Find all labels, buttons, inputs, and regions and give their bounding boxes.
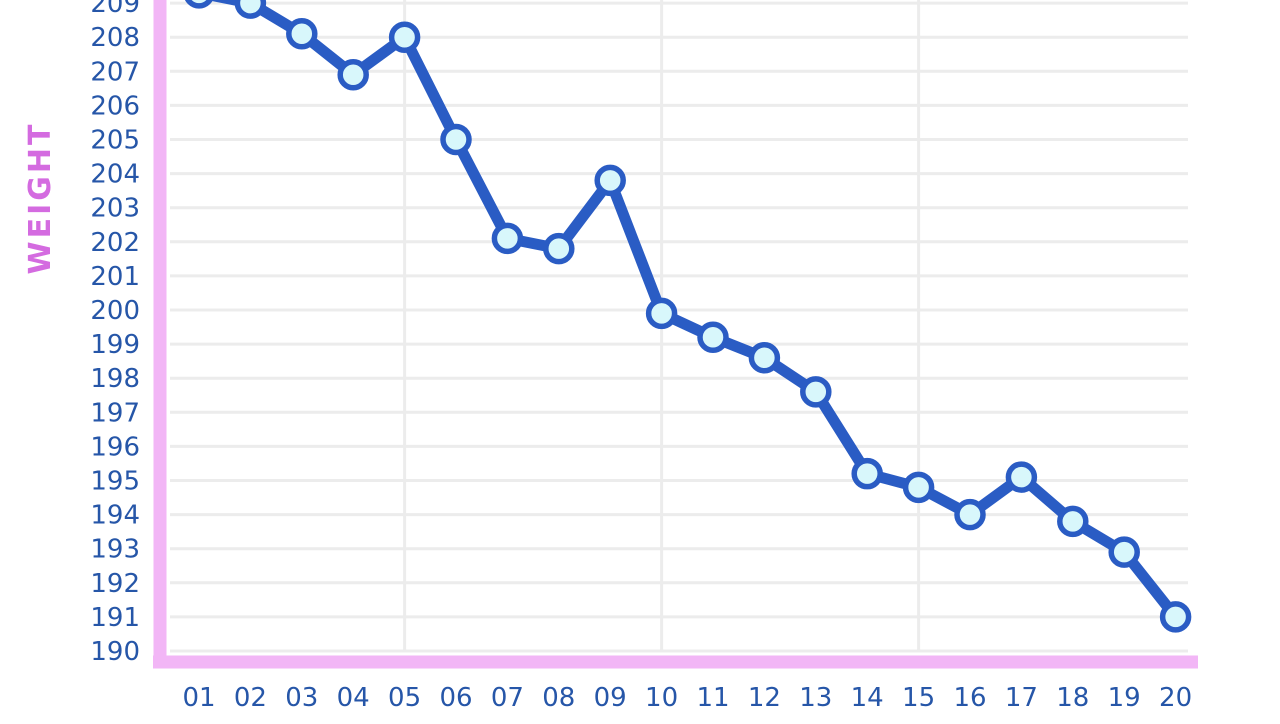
x-tick-label: 03 xyxy=(285,683,318,713)
data-point xyxy=(388,21,421,53)
y-tick-label: 199 xyxy=(90,330,140,360)
y-tick-label: 190 xyxy=(90,637,140,667)
y-tick-label: 194 xyxy=(90,501,140,531)
data-point xyxy=(954,498,986,531)
data-point xyxy=(645,297,678,330)
y-tick-label: 196 xyxy=(90,432,140,462)
x-tick-label: 17 xyxy=(1005,683,1038,713)
y-tick-label: 204 xyxy=(90,160,140,190)
data-point xyxy=(748,341,781,374)
data-point xyxy=(543,232,575,265)
data-point xyxy=(234,0,267,19)
x-tick-label: 04 xyxy=(337,683,370,713)
x-tick-label: 15 xyxy=(902,683,935,713)
x-tick-label: 11 xyxy=(696,683,729,713)
tick-labels: 1901911921931941951961971981992002012022… xyxy=(90,0,1192,713)
x-tick-label: 16 xyxy=(953,683,986,713)
x-tick-label: 19 xyxy=(1108,683,1141,713)
x-tick-label: 08 xyxy=(542,683,575,713)
series-line xyxy=(206,0,1182,623)
x-tick-label: 12 xyxy=(748,683,781,713)
y-tick-label: 198 xyxy=(90,364,140,394)
y-tick-label: 193 xyxy=(90,535,140,565)
y-tick-label: 203 xyxy=(90,194,140,224)
data-point xyxy=(1005,461,1038,493)
x-tick-label: 09 xyxy=(594,683,627,713)
data-point xyxy=(697,321,729,354)
y-tick-label: 208 xyxy=(90,23,140,53)
x-tick-label: 18 xyxy=(1056,683,1089,713)
y-axis-label: WEIGHT xyxy=(23,122,58,275)
data-point xyxy=(1057,505,1089,538)
x-tick-label: 01 xyxy=(182,683,215,713)
data-point xyxy=(902,471,935,504)
data-point xyxy=(184,0,214,9)
y-tick-label: 202 xyxy=(90,228,140,258)
x-tick-label: 14 xyxy=(851,683,884,713)
y-tick-label: 192 xyxy=(90,569,140,599)
y-tick-label: 206 xyxy=(90,91,140,121)
data-point xyxy=(1108,536,1140,568)
data-point xyxy=(440,123,472,156)
y-tick-label: 201 xyxy=(90,262,140,292)
data-point xyxy=(491,222,524,255)
data-point xyxy=(286,18,318,50)
y-tick-label: 197 xyxy=(90,398,140,428)
data-point xyxy=(594,164,626,197)
y-axis-title: WEIGHT xyxy=(23,122,58,275)
x-tick-label: 02 xyxy=(234,683,267,713)
data-point xyxy=(851,457,883,490)
series xyxy=(184,0,1192,633)
x-tick-label: 05 xyxy=(388,683,421,713)
y-tick-label: 209 xyxy=(90,0,140,19)
y-tick-label: 195 xyxy=(90,467,140,497)
data-point xyxy=(800,376,832,408)
x-tick-label: 07 xyxy=(491,683,524,713)
data-point xyxy=(1159,601,1192,633)
grid xyxy=(170,0,1188,653)
x-tick-label: 10 xyxy=(645,683,678,713)
y-tick-label: 207 xyxy=(90,57,140,87)
data-point xyxy=(337,58,369,91)
y-tick-label: 200 xyxy=(90,296,140,326)
x-tick-label: 06 xyxy=(439,683,472,713)
y-tick-label: 205 xyxy=(90,126,140,156)
y-tick-label: 191 xyxy=(90,603,140,633)
x-tick-label: 13 xyxy=(799,683,832,713)
axes xyxy=(153,0,1198,669)
x-tick-label: 20 xyxy=(1159,683,1192,713)
